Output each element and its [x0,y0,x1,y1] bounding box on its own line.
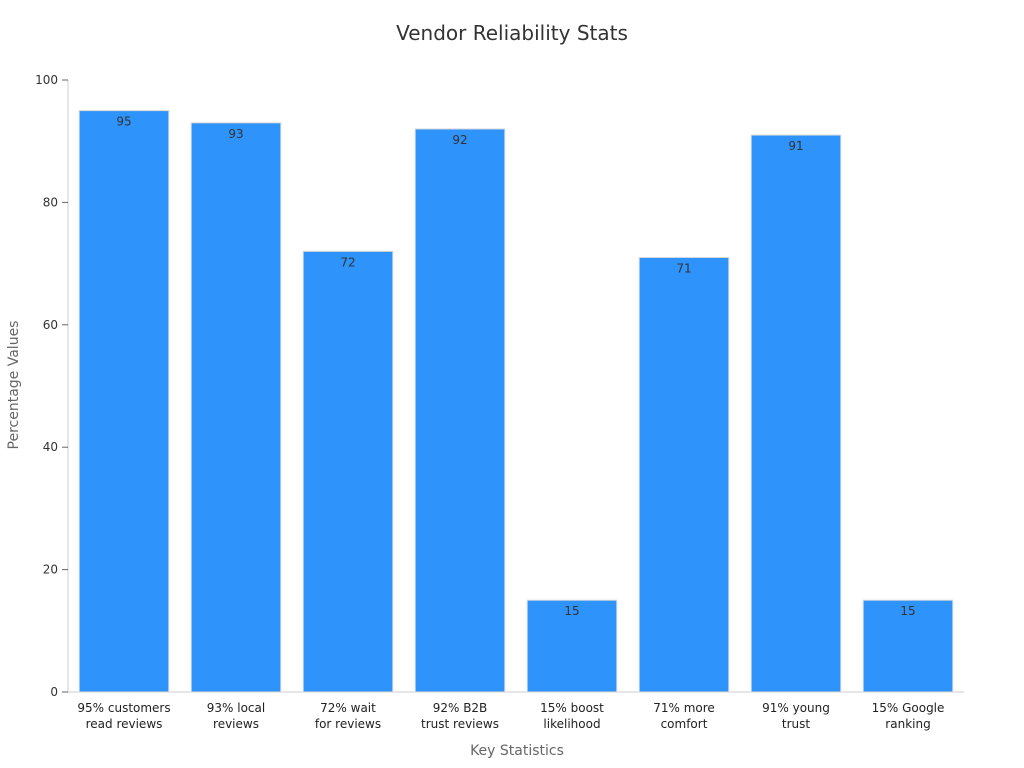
chart-title: Vendor Reliability Stats [396,21,628,45]
y-tick-label: 0 [50,685,58,699]
y-tick-label: 60 [43,318,58,332]
y-tick-label: 80 [43,195,58,209]
bar [302,250,394,693]
category-label-line: likelihood [543,717,600,731]
category-label-line: 72% wait [320,701,376,715]
bar [526,599,618,693]
data-label: 92 [452,133,467,147]
data-label: 72 [340,255,355,269]
category-label-line: 93% local [207,701,265,715]
x-axis-title: Key Statistics [470,743,564,759]
bar [638,256,730,693]
category-label-line: trust [782,717,810,731]
data-label: 15 [900,604,915,618]
bar [190,122,282,693]
category-label-line: reviews [213,717,259,731]
category-label: 95% customers read reviews [77,701,170,731]
bar [78,110,170,693]
category-label: 15% boost likelihood [540,701,604,731]
category-label: 92% B2B trust reviews [421,701,499,731]
category-label-line: ranking [885,717,930,731]
category-label: 93% local reviews [207,701,265,731]
y-tick-label: 20 [43,563,58,577]
bar [750,134,842,693]
category-label: 91% young trust [762,701,830,731]
y-tick-label: 40 [43,440,58,454]
bar [414,128,506,693]
y-axis-ticks: 0 20 40 60 80 100 [35,73,68,699]
data-label: 95 [116,115,131,129]
data-labels-group: 95 93 72 92 15 71 91 15 [116,115,915,619]
category-label-line: 15% Google [872,701,945,715]
category-label-line: 15% boost [540,701,604,715]
category-label: 71% more comfort [653,701,715,731]
y-tick-label: 100 [35,73,58,87]
y-axis-title: Percentage Values [6,321,22,450]
category-label-line: 71% more [653,701,715,715]
category-label-line: 92% B2B [433,701,488,715]
category-label-line: trust reviews [421,717,499,731]
category-labels-group: 95% customers read reviews 93% local review… [77,701,944,731]
data-label: 93 [228,127,243,141]
category-label: 15% Google ranking [872,701,945,731]
bar [862,599,954,693]
category-label-line: comfort [661,717,708,731]
data-label: 91 [788,139,803,153]
category-label-line: 91% young [762,701,830,715]
data-label: 71 [676,261,691,275]
bars-group [78,110,954,693]
category-label-line: for reviews [315,717,381,731]
data-label: 15 [564,604,579,618]
category-label: 72% wait for reviews [315,701,381,731]
category-label-line: 95% customers [77,701,170,715]
category-label-line: read reviews [86,717,163,731]
